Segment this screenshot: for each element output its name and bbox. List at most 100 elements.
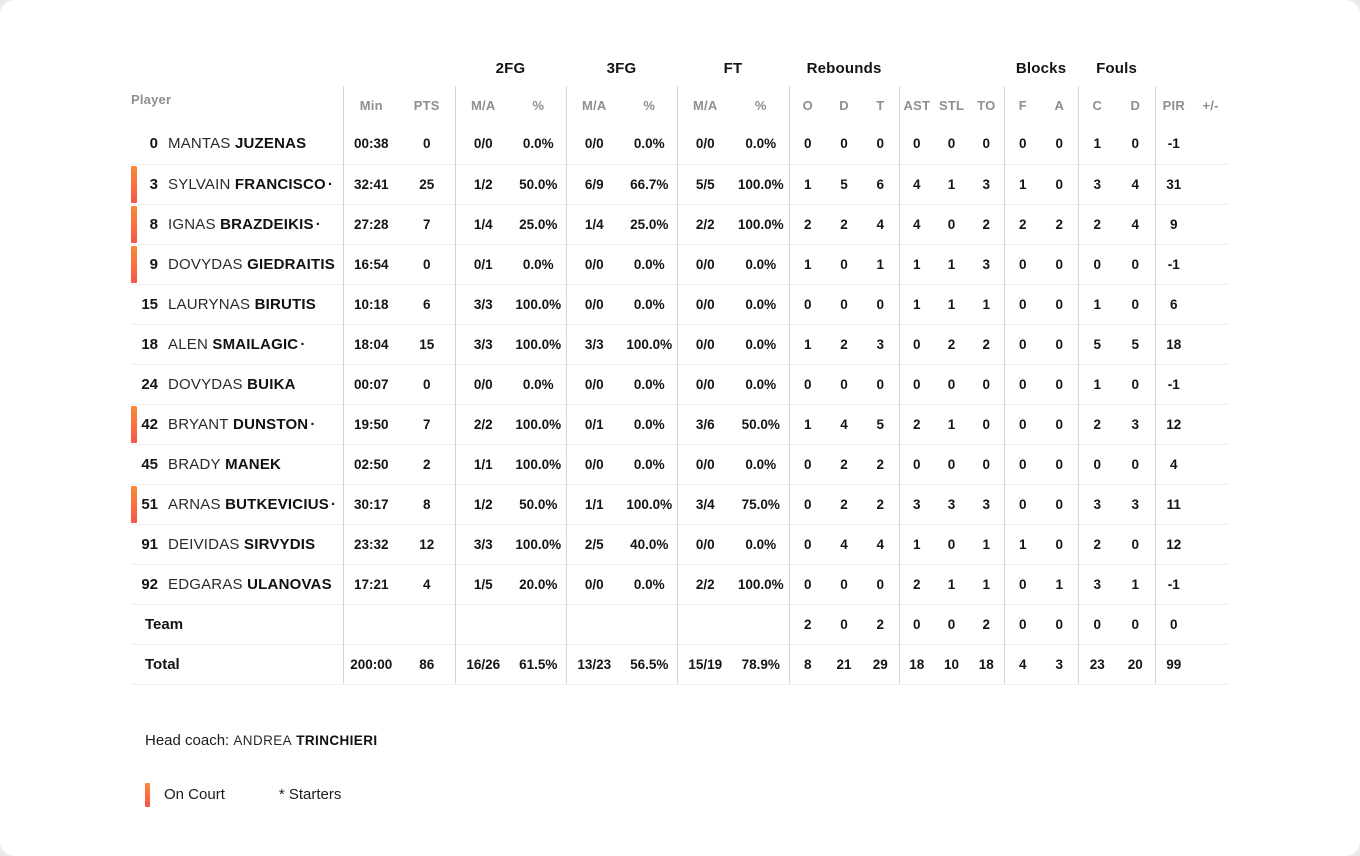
- reb-t-cell: 3: [862, 323, 900, 364]
- plusminus-cell: [1192, 363, 1230, 404]
- reb-o-cell: 1: [788, 323, 827, 364]
- player-cell[interactable]: 8 IGNAS BRAZDEIKIS ·: [131, 203, 343, 244]
- ast-cell: 1: [898, 523, 935, 564]
- jersey-number: 8: [149, 215, 158, 233]
- player-group-header: [131, 60, 343, 86]
- ast-cell: 0: [898, 323, 935, 364]
- table-row: 9 DOVYDAS GIEDRAITIS 16:54 0 0/1 0.0% 0/0…: [131, 243, 1230, 284]
- blk-f-cell: 0: [1003, 363, 1042, 404]
- pir-cell: 11: [1154, 483, 1193, 524]
- table-row: 24 DOVYDAS BUIKA 00:07 0 0/0 0.0% 0/0 0.0…: [131, 363, 1230, 404]
- on-court-bar: [131, 366, 137, 403]
- plusminus-cell: [1192, 643, 1230, 685]
- reb-o-cell: 1: [788, 403, 827, 444]
- player-cell[interactable]: 0 MANTAS JUZENAS: [131, 124, 343, 164]
- 3fg-pct-column-header: %: [643, 98, 656, 113]
- plusminus-cell: [1192, 563, 1230, 604]
- reb-o-cell: 2: [788, 603, 827, 644]
- 3fg-pct-cell: 0.0%: [622, 443, 677, 484]
- player-rows: 0 MANTAS JUZENAS 00:38 0 0/0 0.0% 0/0 0.0…: [131, 124, 1230, 685]
- ast-cell: 1: [898, 283, 935, 324]
- reb-t-cell: 29: [862, 643, 900, 685]
- player-cell[interactable]: 3 SYLVAIN FRANCISCO ·: [131, 163, 343, 204]
- table-row: Team 2 0 2 0 0 2 0 0 0 0 0: [131, 603, 1230, 644]
- player-name: LAURYNAS BIRUTIS: [168, 296, 318, 313]
- player-cell[interactable]: Total: [131, 643, 343, 685]
- table-row: 45 BRADY MANEK 02:50 2 1/1 100.0% 0/0 0.0…: [131, 443, 1230, 484]
- reb-o-cell: 0: [788, 443, 827, 484]
- on-court-bar: [131, 526, 137, 563]
- ast-cell: 18: [898, 643, 935, 685]
- ft-pct-cell: 78.9%: [733, 643, 790, 685]
- player-cell[interactable]: 51 ARNAS BUTKEVICIUS ·: [131, 483, 343, 524]
- player-name: MANTAS JUZENAS: [168, 135, 308, 152]
- player-cell[interactable]: 15 LAURYNAS BIRUTIS: [131, 283, 343, 324]
- ft-pct-cell: 100.0%: [733, 163, 790, 204]
- ast-cell: 3: [898, 483, 935, 524]
- 2fg-ma-cell: 3/3: [454, 283, 511, 324]
- starter-mark: ·: [330, 495, 337, 513]
- starter-mark: ·: [310, 415, 316, 433]
- ast-cell: 0: [898, 603, 935, 644]
- column-label-row: Player Min PTS M/A % M/A % M/A % O D T A…: [131, 86, 1229, 124]
- 2fg-pct-cell: 50.0%: [511, 163, 566, 204]
- 3fg-ma-column-header: M/A: [565, 86, 622, 124]
- pir-cell: -1: [1154, 363, 1193, 404]
- player-first-name: DOVYDAS: [168, 375, 243, 393]
- legend: On Court * Starters: [145, 782, 1360, 807]
- head-coach-label: Head coach:: [145, 731, 230, 749]
- to-cell: 3: [969, 483, 1005, 524]
- pts-cell: 2: [399, 443, 455, 484]
- ast-cell: 0: [898, 443, 935, 484]
- to-cell: 0: [969, 363, 1005, 404]
- 3fg-pct-cell: 0.0%: [622, 563, 677, 604]
- ft-ma-cell: 3/6: [676, 403, 733, 444]
- table-row: 51 ARNAS BUTKEVICIUS · 30:17 8 1/2 50.0% 1…: [131, 483, 1230, 524]
- group-header-blocks: Blocks: [1015, 60, 1067, 77]
- reb-d-cell: 21: [826, 643, 863, 685]
- pir-cell: -1: [1154, 563, 1193, 604]
- foul-c-cell: 2: [1077, 523, 1117, 564]
- player-cell[interactable]: 45 BRADY MANEK: [131, 443, 343, 484]
- stl-cell: 1: [934, 163, 970, 204]
- head-coach-name[interactable]: ANDREA TRINCHIERI: [233, 732, 377, 749]
- reb-d-cell: 0: [826, 603, 863, 644]
- jersey-number: 9: [149, 255, 158, 273]
- reb-d-column-header: D: [839, 98, 849, 113]
- 2fg-pct-cell: 100.0%: [511, 523, 566, 564]
- foul-d-cell: 0: [1116, 443, 1156, 484]
- ft-pct-cell: 100.0%: [733, 203, 790, 244]
- pts-column-header: PTS: [413, 98, 440, 113]
- player-cell[interactable]: 42 BRYANT DUNSTON ·: [131, 403, 343, 444]
- ast-cell: 2: [898, 563, 935, 604]
- pts-cell: 4: [399, 563, 455, 604]
- blk-a-cell: 0: [1041, 323, 1079, 364]
- player-cell[interactable]: 24 DOVYDAS BUIKA: [131, 363, 343, 404]
- pir-cell: 12: [1154, 523, 1193, 564]
- player-cell[interactable]: Team: [131, 603, 343, 644]
- blk-a-cell: 0: [1041, 283, 1079, 324]
- jersey-number: 45: [141, 455, 158, 473]
- 3fg-pct-cell: 25.0%: [622, 203, 677, 244]
- head-coach-line: Head coach: ANDREA TRINCHIERI: [145, 732, 1360, 749]
- blk-a-cell: 3: [1041, 643, 1079, 685]
- plusminus-cell: [1192, 603, 1230, 644]
- pts-cell: 0: [399, 363, 455, 404]
- player-cell[interactable]: 92 EDGARAS ULANOVAS: [131, 563, 343, 604]
- 3fg-ma-cell: 6/9: [565, 163, 622, 204]
- ft-pct-cell: 0.0%: [733, 323, 790, 364]
- pir-cell: 9: [1154, 203, 1193, 244]
- player-cell[interactable]: 18 ALEN SMAILAGIC ·: [131, 323, 343, 364]
- pir-cell: 31: [1154, 163, 1193, 204]
- player-first-name: MANTAS: [168, 135, 231, 153]
- group-header-rebounds: Rebounds: [806, 60, 882, 77]
- player-cell[interactable]: 91 DEIVIDAS SIRVYDIS: [131, 523, 343, 564]
- blk-a-cell: 0: [1041, 163, 1079, 204]
- column-group-header-row: 2FG 3FG FT Rebounds Blocks Fouls: [131, 60, 1229, 86]
- stl-cell: 0: [947, 136, 956, 152]
- reb-o-cell: 8: [788, 643, 827, 685]
- plusminus-cell: [1192, 203, 1230, 244]
- player-cell[interactable]: 9 DOVYDAS GIEDRAITIS: [131, 243, 343, 284]
- to-cell: 1: [969, 523, 1005, 564]
